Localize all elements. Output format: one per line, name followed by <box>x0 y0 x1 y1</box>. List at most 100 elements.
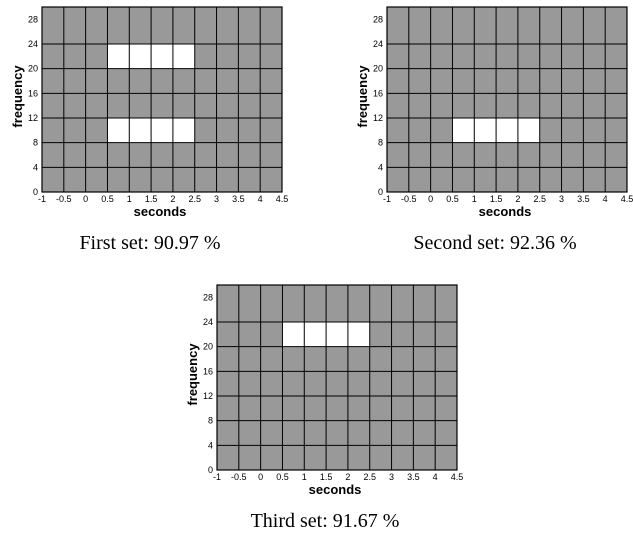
cell <box>387 142 409 168</box>
cell <box>561 68 584 94</box>
caption-second: Second set: 92.36 % <box>413 232 577 254</box>
y-tick-label: 8 <box>33 138 38 148</box>
cell <box>413 371 436 396</box>
cell <box>85 118 108 143</box>
cell <box>583 93 606 118</box>
y-tick-label: 20 <box>373 64 383 74</box>
cell <box>539 93 562 118</box>
caption-first: First set: 90.97 % <box>79 232 221 254</box>
cell <box>369 371 392 396</box>
y-tick-label: 0 <box>378 187 383 197</box>
cell <box>216 142 239 168</box>
cell <box>369 285 392 322</box>
cell <box>496 93 518 118</box>
y-axis-title: frequency <box>185 343 200 406</box>
cell <box>430 68 453 94</box>
heatmap-panel-first: -1 -0.5 0 0.5 1 1.5 2 2.5 3 3.5 4 4.5 0 4 8 12 16 20 24 28 s… <box>0 0 300 255</box>
x-tick-label: 1 <box>127 194 132 204</box>
cell <box>85 68 108 94</box>
cell <box>369 396 392 421</box>
cell <box>151 7 173 44</box>
plot-frame <box>216 284 458 471</box>
cell <box>347 285 370 322</box>
cell <box>282 346 305 372</box>
highlighted-cell <box>282 322 305 347</box>
cell <box>194 7 217 44</box>
x-tick-label: 0 <box>258 472 263 482</box>
cell <box>583 7 606 44</box>
cell <box>238 285 261 322</box>
y-tick-label: 8 <box>378 138 383 148</box>
cell <box>172 167 195 192</box>
cell <box>539 44 562 69</box>
cell <box>387 118 409 143</box>
cell <box>347 371 370 396</box>
highlighted-cell <box>326 322 348 347</box>
cell <box>129 93 152 118</box>
cell <box>391 322 414 347</box>
y-tick-label: 4 <box>208 440 213 450</box>
cell <box>347 396 370 421</box>
cell <box>151 93 173 118</box>
cell <box>430 142 453 168</box>
highlighted-cell <box>107 44 130 69</box>
cell <box>452 44 475 69</box>
cell <box>413 346 436 372</box>
cell <box>561 142 584 168</box>
cell <box>238 420 261 446</box>
cell <box>539 68 562 94</box>
cell <box>326 371 348 396</box>
x-tick-label: 1.5 <box>320 472 333 482</box>
y-tick-label: 12 <box>28 113 38 123</box>
x-tick-label: 3.5 <box>232 194 245 204</box>
cell <box>42 167 64 192</box>
cell <box>413 420 436 446</box>
cell <box>217 285 239 322</box>
cell <box>474 7 497 44</box>
cell <box>496 167 518 192</box>
x-tick-label: 2 <box>515 194 520 204</box>
cell <box>326 346 348 372</box>
cell <box>435 322 457 347</box>
plot-frame <box>41 6 283 193</box>
cell <box>282 371 305 396</box>
y-tick-label: 28 <box>203 292 213 302</box>
cell <box>539 142 562 168</box>
cell <box>42 93 64 118</box>
cell <box>260 322 283 347</box>
cell <box>387 7 409 44</box>
cell <box>216 7 239 44</box>
highlighted-cell <box>496 118 518 143</box>
cell <box>194 93 217 118</box>
cell <box>408 93 431 118</box>
cell <box>107 93 130 118</box>
cell <box>217 420 239 446</box>
cell <box>260 68 282 94</box>
x-tick-label: 1 <box>472 194 477 204</box>
y-tick-label: 16 <box>28 88 38 98</box>
cell <box>129 142 152 168</box>
cell <box>238 142 261 168</box>
cell <box>42 7 64 44</box>
cell <box>408 118 431 143</box>
cell <box>474 167 497 192</box>
cell <box>391 346 414 372</box>
cell <box>452 167 475 192</box>
x-tick-label: -1 <box>213 472 221 482</box>
cell <box>216 167 239 192</box>
cell <box>42 118 64 143</box>
cell <box>63 7 86 44</box>
y-axis-title: frequency <box>10 65 25 128</box>
cell <box>216 93 239 118</box>
cell <box>304 346 327 372</box>
cell <box>107 7 130 44</box>
cell <box>583 44 606 69</box>
cell <box>194 142 217 168</box>
cell <box>107 167 130 192</box>
cell <box>326 396 348 421</box>
y-tick-label: 20 <box>28 64 38 74</box>
cell <box>260 445 283 470</box>
heatmap-chart-third: -1 -0.5 0 0.5 1 1.5 2 2.5 3 3.5 4 4.5 0 4 8 12 16 20 24 28 s… <box>185 284 463 497</box>
x-tick-label: 0.5 <box>446 194 459 204</box>
highlighted-cell <box>304 322 327 347</box>
